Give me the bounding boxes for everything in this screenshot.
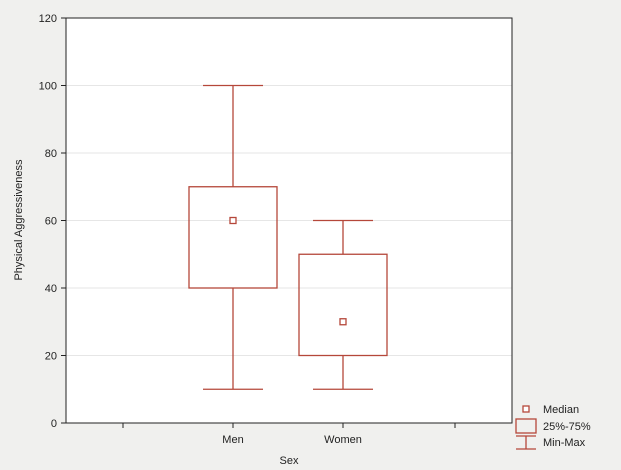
x-tick-label: Women <box>324 434 362 446</box>
legend-median-symbol <box>522 405 530 413</box>
box-women <box>298 219 388 390</box>
legend-label-median: Median <box>543 404 579 416</box>
x-tick-label: Men <box>222 434 243 446</box>
y-tick-label: 40 <box>45 283 57 295</box>
box-series <box>188 84 388 390</box>
iqr-box <box>298 253 388 357</box>
legend: Median 25%-75% Min-Max <box>515 404 591 450</box>
x-axis: Men Women <box>122 423 456 446</box>
legend-label-whisker: Min-Max <box>543 437 586 449</box>
y-tick-label: 0 <box>51 418 57 430</box>
box-men <box>188 84 278 390</box>
median-marker <box>339 318 347 326</box>
y-tick-label: 100 <box>39 81 57 93</box>
y-tick-label: 120 <box>39 13 57 25</box>
y-axis-title: Physical Aggressiveness <box>13 159 25 281</box>
iqr-box <box>188 186 278 289</box>
legend-box-symbol <box>515 418 537 434</box>
legend-label-box: 25%-75% <box>543 421 591 433</box>
y-tick-label: 60 <box>45 216 57 228</box>
y-tick-label: 80 <box>45 148 57 160</box>
y-tick-label: 20 <box>45 351 57 363</box>
median-marker <box>229 216 237 225</box>
y-axis: 0 20 40 60 80 100 120 <box>39 13 66 430</box>
grid-lines <box>66 85 512 356</box>
x-axis-title: Sex <box>280 455 299 467</box>
